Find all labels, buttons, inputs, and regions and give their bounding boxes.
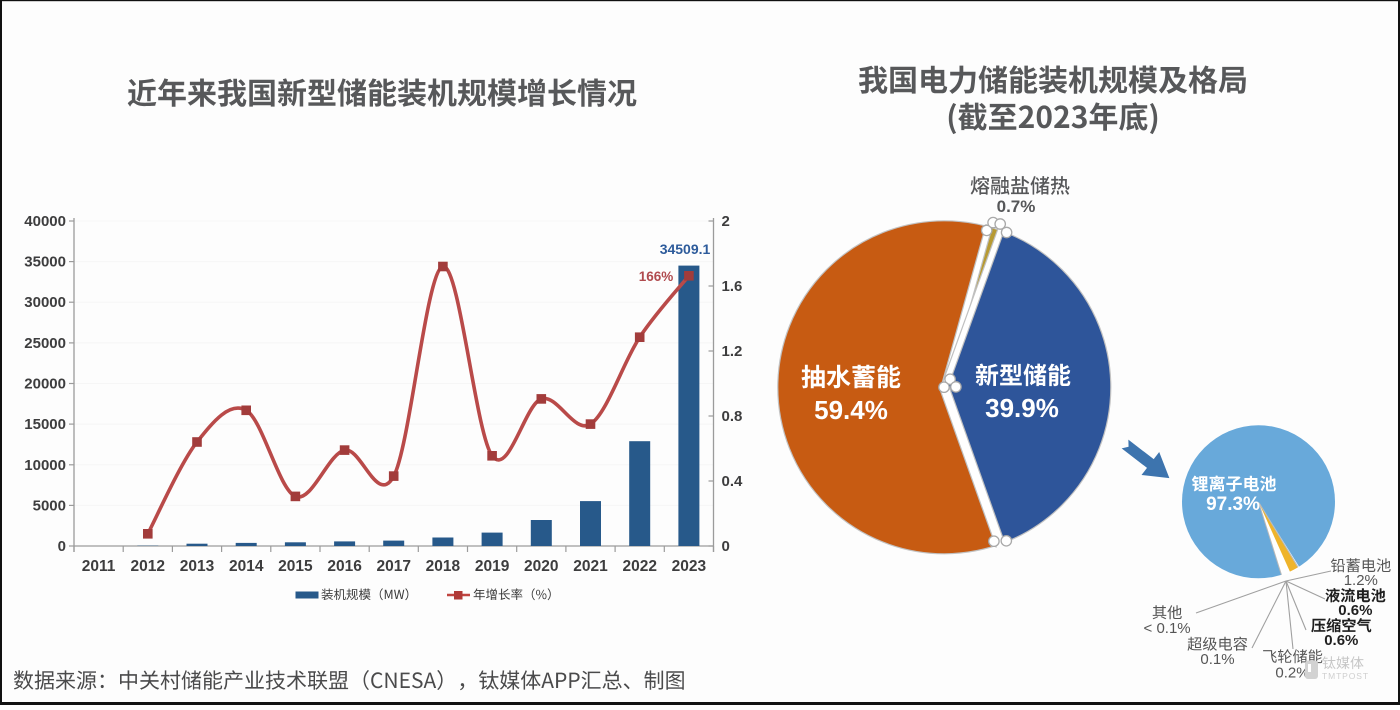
svg-text:34509.1: 34509.1 bbox=[660, 241, 711, 257]
svg-text:0.6%: 0.6% bbox=[1324, 632, 1358, 649]
svg-text:1.6: 1.6 bbox=[722, 278, 743, 295]
svg-text:166%: 166% bbox=[639, 269, 674, 284]
svg-text:40000: 40000 bbox=[24, 213, 66, 230]
svg-text:0.7%: 0.7% bbox=[997, 197, 1036, 216]
svg-text:2023: 2023 bbox=[672, 558, 707, 575]
svg-text:59.4%: 59.4% bbox=[814, 395, 888, 425]
svg-text:0.6%: 0.6% bbox=[1338, 602, 1372, 619]
svg-text:2015: 2015 bbox=[278, 558, 313, 575]
svg-text:97.3%: 97.3% bbox=[1206, 494, 1260, 515]
svg-text:2022: 2022 bbox=[622, 558, 656, 575]
svg-text:39.9%: 39.9% bbox=[985, 393, 1059, 423]
svg-text:2019: 2019 bbox=[475, 558, 510, 575]
svg-text:0.8: 0.8 bbox=[722, 408, 743, 425]
svg-text:2: 2 bbox=[722, 213, 730, 230]
svg-text:2011: 2011 bbox=[82, 558, 116, 575]
svg-text:2017: 2017 bbox=[377, 558, 411, 575]
svg-text:1.2: 1.2 bbox=[722, 343, 743, 360]
svg-text:2021: 2021 bbox=[573, 558, 608, 575]
svg-text:TMTPOST: TMTPOST bbox=[1322, 671, 1369, 681]
svg-text:< 0.1%: < 0.1% bbox=[1144, 620, 1191, 637]
svg-text:2013: 2013 bbox=[180, 558, 215, 575]
svg-text:0.2%: 0.2% bbox=[1275, 665, 1309, 682]
svg-text:5000: 5000 bbox=[33, 497, 66, 514]
svg-text:20000: 20000 bbox=[24, 376, 66, 393]
svg-text:0.1%: 0.1% bbox=[1200, 651, 1234, 668]
svg-text:2014: 2014 bbox=[229, 558, 264, 575]
svg-text:0.4: 0.4 bbox=[722, 473, 744, 490]
svg-text:10000: 10000 bbox=[24, 457, 66, 474]
svg-text:15000: 15000 bbox=[24, 416, 66, 433]
svg-text:2020: 2020 bbox=[524, 558, 558, 575]
svg-text:25000: 25000 bbox=[24, 335, 66, 352]
svg-text:0: 0 bbox=[722, 538, 730, 555]
svg-text:2012: 2012 bbox=[131, 558, 165, 575]
svg-text:2016: 2016 bbox=[327, 558, 362, 575]
svg-text:30000: 30000 bbox=[24, 294, 66, 311]
svg-text:35000: 35000 bbox=[24, 254, 66, 271]
svg-text:2018: 2018 bbox=[426, 558, 461, 575]
svg-text:1.2%: 1.2% bbox=[1344, 572, 1378, 589]
svg-text:0: 0 bbox=[58, 538, 66, 555]
